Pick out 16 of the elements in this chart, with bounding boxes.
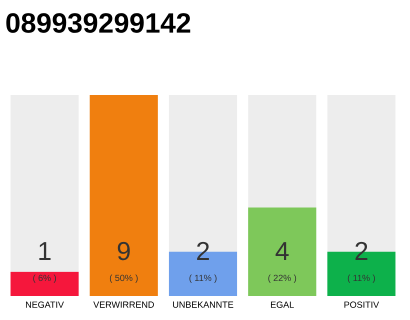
bar: [10, 272, 79, 296]
annotation: 2: [197, 242, 209, 260]
x-tick-label: VERWIRREND: [93, 302, 154, 308]
x-tick-label: UNBEKANNTE: [173, 302, 234, 308]
x-tick-label: POSITIV: [344, 302, 380, 308]
data-label: ( 6% ): [33, 274, 56, 283]
annotation: 4: [276, 242, 289, 260]
x-tick-label: EGAL: [270, 302, 294, 308]
data-label: ( 50% ): [110, 274, 138, 283]
data-label: ( 22% ): [268, 274, 296, 283]
data-label: ( 11% ): [189, 274, 217, 283]
annotation: 9: [118, 242, 130, 260]
chart-title: 089939299142: [6, 13, 190, 33]
data-label: ( 11% ): [348, 274, 375, 283]
x-tick-label: NEGATIV: [26, 302, 64, 308]
annotation: 1: [39, 242, 51, 260]
